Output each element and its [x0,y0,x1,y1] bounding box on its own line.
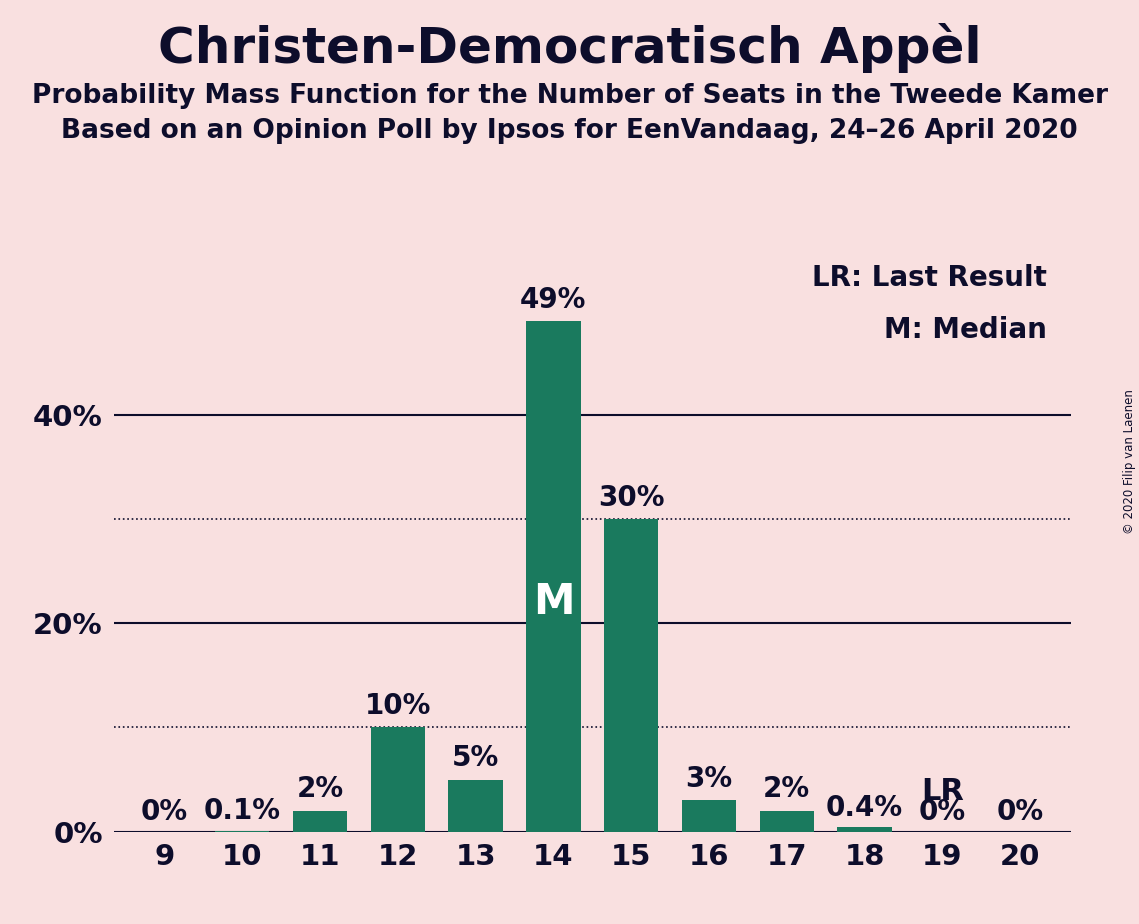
Text: © 2020 Filip van Laenen: © 2020 Filip van Laenen [1123,390,1137,534]
Text: Probability Mass Function for the Number of Seats in the Tweede Kamer: Probability Mass Function for the Number… [32,83,1107,109]
Text: M: Median: M: Median [884,316,1047,344]
Text: Christen-Democratisch Appèl: Christen-Democratisch Appèl [157,23,982,73]
Bar [837,827,892,832]
Text: 10%: 10% [364,692,431,720]
Bar [449,780,502,832]
Bar [604,519,658,832]
Text: LR: Last Result: LR: Last Result [812,264,1047,293]
Text: 2%: 2% [763,775,810,804]
Bar [370,727,425,832]
Bar [682,800,736,832]
Text: 0.1%: 0.1% [204,797,280,825]
Text: 49%: 49% [521,286,587,314]
Text: M: M [533,581,574,623]
Text: 2%: 2% [296,775,344,804]
Text: 5%: 5% [452,744,499,772]
Text: Based on an Opinion Poll by Ipsos for EenVandaag, 24–26 April 2020: Based on an Opinion Poll by Ipsos for Ee… [62,118,1077,144]
Text: 0%: 0% [919,798,966,826]
Text: 30%: 30% [598,484,664,512]
Bar [215,831,270,832]
Text: 0%: 0% [141,798,188,826]
Bar [760,810,814,832]
Text: 0%: 0% [997,798,1043,826]
Bar [526,322,581,832]
Bar [293,810,347,832]
Text: 3%: 3% [686,765,732,793]
Text: LR: LR [920,776,964,806]
Text: 0.4%: 0.4% [826,795,903,822]
